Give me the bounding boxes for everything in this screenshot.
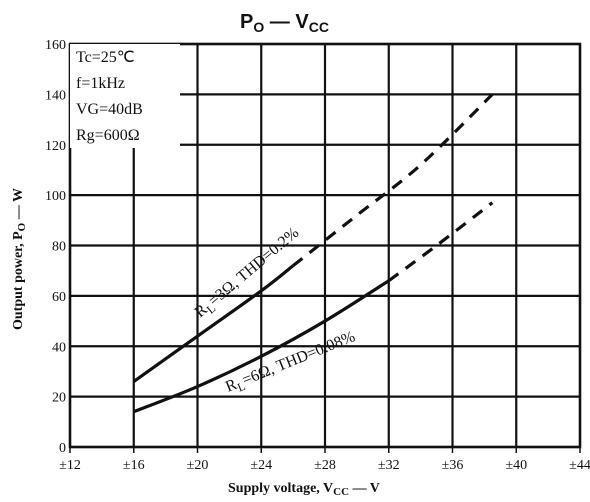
x-tick-label: ±20 (187, 458, 209, 473)
condition-gain: VG=40dB (76, 101, 143, 118)
y-tick-label: 100 (45, 189, 66, 204)
y-tick-label: 120 (45, 139, 66, 154)
x-tick-label: ±32 (378, 458, 400, 473)
x-tick-label: ±40 (505, 458, 527, 473)
y-tick-label: 60 (52, 290, 66, 305)
y-axis-title: Output power, PO — W (11, 188, 28, 330)
condition-rg: Rg=600Ω (76, 127, 140, 144)
conditions-box (70, 44, 180, 148)
y-tick-label: 80 (52, 240, 66, 255)
y-tick-label: 140 (45, 88, 66, 103)
series-line-dashed-0 (292, 93, 494, 267)
x-tick-label: ±24 (250, 458, 272, 473)
condition-tc: Tc=25℃ (76, 49, 135, 66)
condition-freq: f=1kHz (76, 75, 125, 92)
x-tick-label: ±44 (569, 458, 590, 473)
y-tick-label: 20 (52, 391, 66, 406)
series-line-solid-0 (132, 264, 295, 383)
tick-labels: ±12 ±16 ±20 ±24 ±28 ±32 ±36 ±40 ±44 0 20 40 60 80 100 1… (45, 38, 590, 473)
x-axis-title: Supply voltage, VCC — V (228, 481, 380, 498)
chart-title: PO — VCC (240, 11, 329, 35)
plot-frame (68, 42, 582, 449)
x-tick-label: ±12 (59, 458, 81, 473)
x-tick-label: ±28 (314, 458, 336, 473)
series-line-dashed-1 (387, 201, 494, 283)
series-line-solid-1 (133, 279, 390, 414)
x-tick-label: ±36 (442, 458, 464, 473)
x-tick-label: ±16 (123, 458, 145, 473)
series (132, 93, 494, 414)
y-tick-label: 0 (59, 441, 66, 456)
y-tick-label: 160 (45, 38, 66, 53)
series-label-3ohm: RL=3Ω, THD=0.2% (192, 224, 305, 323)
y-tick-label: 40 (52, 340, 66, 355)
